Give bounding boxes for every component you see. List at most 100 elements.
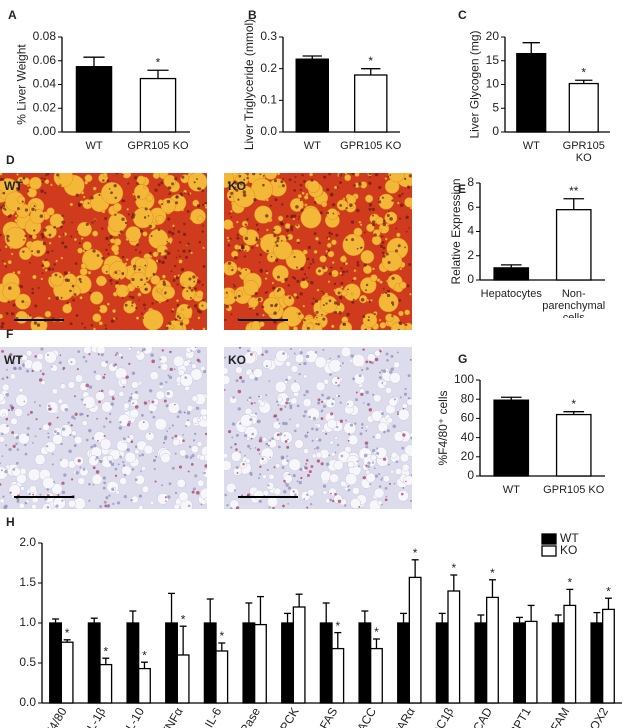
y-tick-label: 20 (486, 29, 500, 43)
nucleus (336, 302, 341, 306)
nucleus (169, 350, 172, 354)
bar (358, 622, 372, 704)
nucleus (253, 198, 257, 202)
nucleus (372, 393, 375, 396)
droplet (224, 219, 234, 230)
droplet (230, 210, 233, 213)
nucleus (187, 504, 191, 508)
nucleus (238, 271, 242, 275)
nucleus (143, 216, 147, 219)
nucleus (108, 460, 113, 464)
nucleus (286, 445, 290, 449)
nucleus (261, 353, 264, 356)
nucleus (115, 317, 118, 320)
nucleus (230, 313, 233, 316)
nucleus (380, 244, 384, 248)
nucleus (280, 456, 285, 460)
y-tick-label: 2.0 (19, 535, 36, 549)
bar (602, 608, 615, 704)
nucleus (294, 493, 297, 497)
nucleus (202, 203, 205, 206)
nucleus (123, 199, 126, 203)
nucleus (327, 249, 331, 252)
nucleus (298, 480, 302, 485)
nucleus (270, 255, 273, 258)
nucleus (166, 240, 169, 243)
droplet (26, 184, 30, 187)
nucleus (11, 431, 15, 434)
nucleus (186, 242, 190, 246)
nucleus (100, 353, 104, 357)
droplet (197, 418, 201, 422)
nucleus (103, 373, 106, 376)
x-tick-label: GPR105 KO (543, 484, 605, 496)
nucleus (103, 481, 107, 485)
droplet (179, 449, 187, 457)
nucleus (98, 459, 101, 462)
nucleus (235, 466, 239, 470)
bar (493, 267, 530, 281)
nucleus (336, 186, 339, 189)
nucleus (229, 237, 232, 240)
bar (563, 604, 577, 704)
nucleus (1, 321, 5, 326)
droplet (77, 477, 86, 485)
nucleus (40, 347, 44, 351)
nucleus (322, 317, 326, 321)
micrograph-texture (224, 347, 412, 509)
nucleus (234, 181, 238, 185)
nucleus (369, 176, 372, 178)
nucleus (133, 176, 138, 180)
droplet (262, 489, 270, 497)
droplet (176, 299, 179, 303)
nucleus (360, 297, 365, 302)
nucleus (339, 181, 342, 185)
nucleus (371, 223, 375, 227)
droplet (129, 408, 140, 419)
droplet (283, 295, 295, 307)
nucleus (352, 298, 355, 301)
nucleus (127, 436, 130, 438)
nucleus (7, 300, 10, 303)
nucleus (365, 289, 367, 292)
droplet (167, 401, 180, 414)
nucleus (274, 241, 277, 244)
nucleus (8, 286, 12, 290)
nucleus (188, 249, 192, 253)
nucleus (243, 186, 246, 189)
x-tick-label: FAS (317, 705, 340, 728)
droplet (260, 237, 263, 241)
droplet (385, 387, 392, 394)
bar (254, 623, 267, 704)
nucleus (204, 432, 207, 436)
droplet (284, 223, 291, 229)
nucleus (338, 173, 343, 177)
droplet (149, 500, 155, 506)
nucleus (130, 498, 133, 502)
nucleus (41, 264, 45, 268)
nucleus (259, 269, 263, 273)
droplet (340, 255, 347, 263)
nucleus (155, 455, 157, 458)
droplet (130, 398, 139, 408)
nucleus (188, 286, 192, 290)
nucleus (305, 389, 309, 394)
nucleus (285, 483, 289, 487)
nucleus (356, 263, 360, 267)
nucleus (21, 300, 25, 304)
nucleus (227, 181, 231, 185)
nucleus (316, 446, 320, 450)
nucleus (255, 223, 259, 227)
droplet (43, 350, 57, 364)
nucleus (93, 444, 97, 448)
nucleus (381, 477, 384, 479)
nucleus (67, 421, 70, 424)
nucleus (277, 287, 281, 291)
nucleus (71, 221, 73, 224)
nucleus (116, 501, 121, 505)
nucleus (330, 266, 332, 269)
nucleus (17, 207, 20, 210)
droplet (350, 292, 354, 296)
nucleus (119, 230, 124, 234)
nucleus (382, 287, 385, 290)
